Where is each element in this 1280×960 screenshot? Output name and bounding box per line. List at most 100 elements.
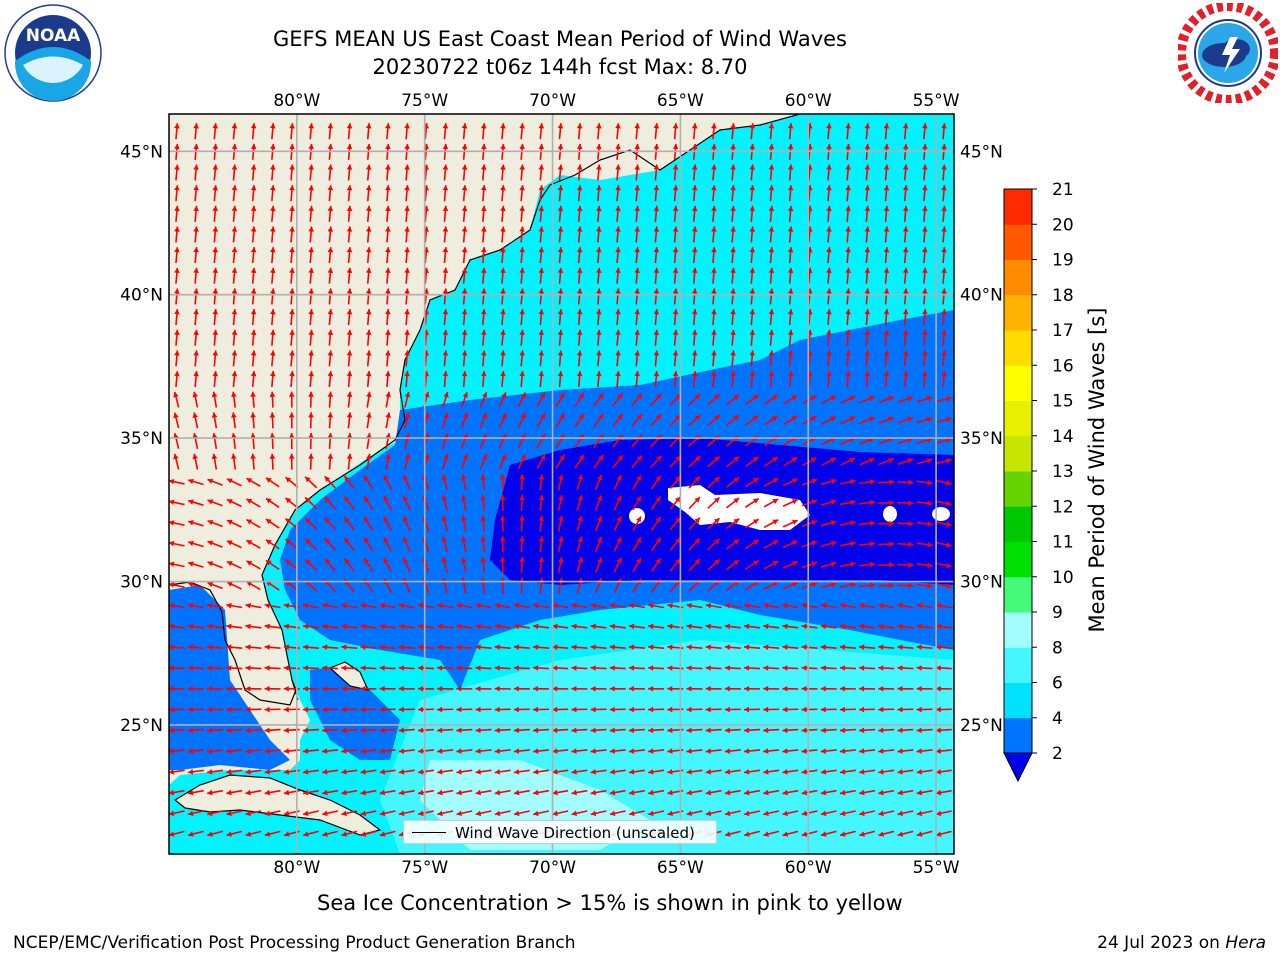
- wind-wave-arrow: [250, 164, 257, 181]
- wind-wave-arrow: [615, 288, 621, 305]
- wind-wave-arrow: [571, 644, 588, 651]
- wind-wave-arrow: [557, 164, 564, 181]
- wind-wave-arrow: [826, 370, 832, 388]
- wind-wave-arrow: [538, 494, 545, 511]
- wind-wave-arrow: [596, 309, 602, 326]
- wind-wave-arrow: [935, 458, 952, 465]
- wind-wave-arrow: [174, 123, 180, 140]
- wind-wave-arrow: [820, 582, 837, 589]
- wind-wave-arrow: [499, 515, 506, 532]
- wind-wave-arrow: [669, 496, 681, 510]
- wind-wave-arrow: [500, 185, 506, 202]
- wind-wave-arrow: [726, 497, 740, 509]
- wind-wave-arrow: [749, 164, 756, 181]
- wind-wave-arrow: [250, 185, 257, 202]
- wind-wave-arrow: [363, 516, 374, 531]
- wind-wave-arrow: [494, 685, 511, 692]
- wind-wave-arrow: [613, 495, 622, 511]
- wind-wave-arrow: [404, 123, 410, 140]
- wind-wave-arrow: [398, 623, 415, 630]
- vector-legend: Wind Wave Direction (unscaled): [403, 820, 717, 844]
- wind-wave-arrow: [212, 247, 219, 264]
- coastline: [261, 114, 801, 701]
- wind-wave-arrow: [265, 497, 280, 509]
- wind-wave-arrow: [308, 391, 314, 408]
- wind-wave-arrow: [897, 685, 914, 692]
- wind-wave-arrow: [456, 665, 473, 671]
- wind-wave-arrow: [346, 267, 353, 284]
- wind-wave-arrow: [749, 267, 756, 284]
- wind-wave-arrow: [246, 498, 261, 508]
- wind-wave-arrow: [265, 539, 280, 550]
- colorbar-tick-label: 4: [1052, 709, 1063, 729]
- wind-wave-arrow: [726, 455, 740, 468]
- wind-wave-arrow: [366, 412, 372, 429]
- wind-wave-arrow: [402, 536, 411, 552]
- wind-wave-arrow: [207, 478, 223, 486]
- wind-wave-arrow: [192, 412, 199, 429]
- wind-wave-arrow: [308, 267, 314, 284]
- lon-tick-label: 75°W: [401, 91, 448, 111]
- wind-wave-arrow: [360, 644, 377, 651]
- wind-wave-arrow: [820, 706, 837, 713]
- wind-wave-arrow: [686, 665, 703, 671]
- wind-wave-arrow: [500, 226, 506, 243]
- wind-wave-arrow: [461, 474, 467, 491]
- wind-wave-arrow: [245, 830, 262, 837]
- lon-tick-label: 70°W: [529, 858, 576, 878]
- wind-wave-arrow: [941, 350, 947, 367]
- wind-wave-arrow: [897, 396, 914, 403]
- wind-wave-arrow: [536, 392, 546, 408]
- colorbar-tick-label: 13: [1052, 462, 1074, 482]
- wind-wave-arrow: [902, 205, 909, 222]
- wind-wave-arrow: [379, 727, 396, 734]
- wind-wave-arrow: [839, 706, 856, 713]
- wind-wave-arrow: [749, 226, 756, 243]
- wind-wave-arrow: [916, 583, 933, 589]
- wind-wave-arrow: [730, 288, 736, 305]
- wind-wave-arrow: [826, 205, 832, 222]
- wind-wave-arrow: [346, 309, 353, 326]
- wind-wave-arrow: [517, 454, 527, 470]
- wind-wave-arrow: [363, 495, 374, 511]
- wind-wave-arrow: [916, 521, 933, 527]
- wind-wave-arrow: [250, 247, 257, 264]
- wind-wave-arrow: [650, 516, 662, 531]
- wind-wave-arrow: [839, 665, 856, 671]
- wind-wave-arrow: [519, 536, 525, 553]
- wind-wave-arrow: [596, 164, 602, 181]
- wind-wave-arrow: [308, 412, 314, 429]
- lat-tick-label: 40°N: [120, 286, 163, 306]
- colorbar-label: Mean Period of Wind Waves [s]: [1085, 307, 1109, 633]
- wind-wave-arrow: [480, 536, 486, 553]
- wind-wave-arrow: [226, 540, 242, 549]
- wind-wave-arrow: [749, 288, 756, 305]
- wind-wave-arrow: [552, 685, 569, 692]
- wind-wave-arrow: [327, 453, 334, 470]
- wind-wave-arrow: [383, 516, 393, 531]
- wind-wave-arrow: [859, 541, 876, 547]
- wind-wave-arrow: [379, 769, 396, 775]
- wind-wave-arrow: [519, 370, 525, 388]
- wind-wave-arrow: [480, 556, 486, 573]
- wind-wave-arrow: [787, 329, 794, 346]
- wind-wave-arrow: [571, 685, 588, 692]
- wind-wave-arrow: [226, 560, 242, 570]
- wind-wave-arrow: [379, 623, 396, 630]
- wind-wave-arrow: [442, 329, 449, 346]
- wind-wave-arrow: [346, 123, 353, 140]
- wind-wave-arrow: [634, 267, 640, 284]
- wind-wave-arrow: [365, 247, 372, 264]
- wind-wave-arrow: [878, 479, 895, 485]
- wind-wave-arrow: [461, 205, 468, 222]
- wind-wave-arrow: [916, 685, 933, 692]
- wind-wave-arrow: [859, 665, 876, 671]
- wind-wave-arrow: [724, 665, 741, 671]
- wind-wave-arrow: [250, 329, 257, 346]
- wind-wave-arrow: [634, 247, 640, 264]
- wind-wave-arrow: [538, 309, 545, 326]
- wind-wave-arrow: [672, 164, 679, 181]
- wind-wave-arrow: [246, 539, 261, 549]
- wind-wave-arrow: [801, 665, 818, 671]
- wind-wave-arrow: [897, 665, 914, 671]
